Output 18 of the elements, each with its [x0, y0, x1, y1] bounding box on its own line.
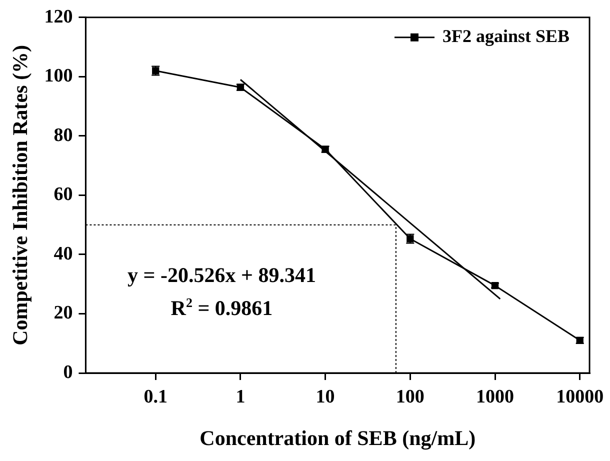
x-axis-title: Concentration of SEB (ng/mL) [200, 426, 476, 450]
y-tick-label: 40 [54, 243, 73, 264]
y-tick-label: 60 [54, 184, 73, 206]
x-tick-label: 100 [396, 386, 424, 408]
legend-label: 3F2 against SEB [442, 26, 570, 46]
x-tick-label: 1 [236, 386, 246, 408]
annotation: R$^{2}$ = 0.9861 [170, 294, 273, 321]
annotation: y = -20.526x + 89.341 [128, 262, 316, 288]
y-tick-label: 100 [44, 66, 73, 87]
x-tick-label: 10000 [556, 386, 604, 408]
x-tick-label: 0.1 [144, 386, 168, 408]
y-tick-label: 0 [63, 362, 73, 383]
x-tick-label: 1000 [476, 386, 514, 408]
y-tick-label: 80 [54, 124, 73, 146]
x-tick-label: 10 [316, 386, 335, 408]
y-tick-label: 120 [44, 6, 73, 28]
y-axis-title: Competitive Inhibition Rates (%) [8, 44, 32, 346]
y-tick-label: 20 [54, 302, 73, 324]
